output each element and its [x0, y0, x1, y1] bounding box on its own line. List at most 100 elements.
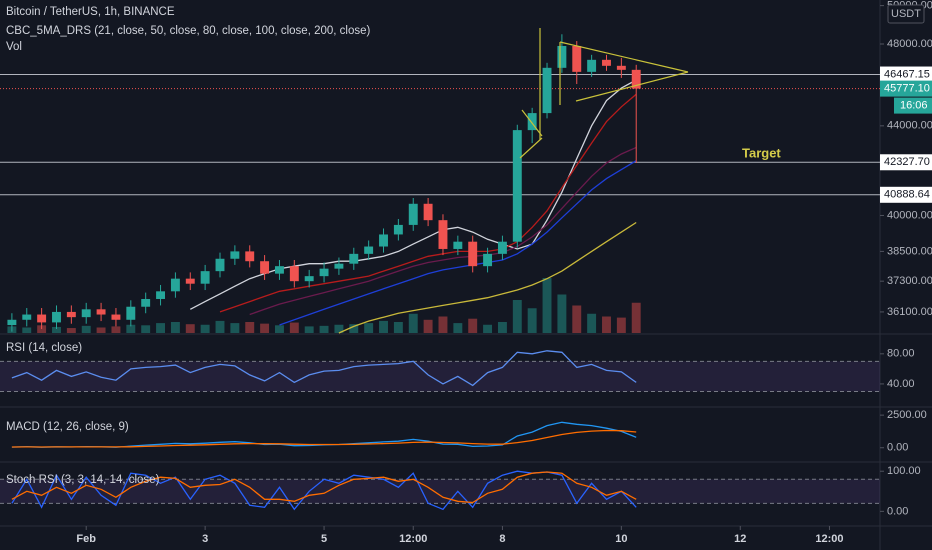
candle-body — [631, 69, 641, 89]
rsi-title: RSI (14, close) — [6, 342, 82, 354]
candle-body — [527, 113, 537, 131]
indicator-line — [279, 160, 637, 326]
last-price-box — [880, 80, 932, 97]
candle-body — [408, 203, 418, 225]
band — [0, 479, 880, 504]
candle-body — [22, 314, 32, 320]
indicator-label: CBC_5MA_DRS (21, close, 50, close, 80, c… — [6, 25, 371, 37]
volume-bar — [141, 325, 151, 333]
volume-bar — [215, 320, 225, 333]
level-label: 40888.64 — [884, 189, 930, 201]
countdown-label: 16:06 — [900, 100, 928, 112]
level-label: 42327.70 — [884, 156, 930, 168]
y-tick-label: 40.00 — [887, 378, 915, 390]
candle-body — [364, 246, 374, 254]
band — [0, 361, 880, 392]
candle-body — [96, 309, 106, 315]
currency-label[interactable]: USDT — [891, 8, 921, 20]
candle-body — [126, 306, 136, 320]
candle-body — [319, 268, 329, 277]
candle-body — [81, 309, 91, 318]
volume-bar — [319, 325, 329, 333]
candle-body — [438, 220, 448, 249]
y-tick-label: 2500.00 — [887, 409, 927, 421]
level-label: 46467.15 — [884, 68, 930, 80]
volume-bar — [364, 323, 374, 333]
candle-body — [7, 319, 17, 326]
drawing-tools — [519, 28, 689, 159]
volume-bar — [156, 323, 165, 333]
volume-bar — [349, 324, 359, 333]
volume-bar — [602, 316, 611, 333]
target-annotation: Target — [742, 145, 781, 160]
volume-bar — [393, 322, 403, 333]
candle-body — [141, 298, 151, 307]
candle-body — [616, 65, 626, 70]
countdown-box — [894, 97, 932, 114]
volume-bar — [275, 325, 284, 333]
candle-body — [512, 130, 522, 242]
candle-body — [453, 241, 463, 249]
candle-body — [483, 253, 493, 267]
level-label-box — [880, 186, 932, 203]
x-tick-label: 8 — [499, 533, 505, 545]
indicator-line — [219, 93, 637, 313]
candle-body — [289, 266, 299, 282]
volume-bar — [587, 313, 597, 333]
volume-bar — [111, 326, 121, 333]
volume-bar — [304, 326, 314, 333]
y-tick-label: 44000.00 — [887, 120, 932, 132]
candle-body — [497, 241, 507, 254]
macd-title: MACD (12, 26, close, 9) — [6, 421, 129, 433]
candle-body — [423, 203, 433, 221]
y-tick-label: 36100.00 — [887, 306, 932, 318]
candle-body — [572, 45, 582, 72]
volume-bar — [96, 327, 106, 333]
candle-body — [275, 266, 284, 274]
volume-bar — [557, 294, 567, 333]
x-tick-label: Feb — [76, 533, 96, 545]
volume-bar — [379, 320, 388, 333]
indicator-line — [11, 471, 637, 504]
indicator-line — [11, 429, 637, 448]
volume-bar — [423, 319, 433, 333]
volume-bar — [126, 324, 136, 333]
volume-bar — [289, 322, 299, 333]
volume-bar — [497, 322, 507, 333]
last-price-label: 45777.10 — [884, 83, 930, 95]
candle-body — [587, 59, 597, 72]
candle-body — [260, 261, 270, 274]
volume-bar — [52, 326, 61, 333]
volume-bar — [185, 324, 195, 333]
volume-bar — [245, 322, 255, 333]
candle-body — [156, 291, 165, 299]
y-tick-label: 40000.00 — [887, 209, 932, 221]
volume-bar — [170, 322, 180, 333]
candle-body — [542, 67, 552, 114]
candle-body — [111, 314, 121, 320]
x-tick-label: 5 — [321, 533, 327, 545]
candle-body — [52, 311, 61, 323]
volume-bar — [66, 328, 76, 333]
y-tick-label: 48000.00 — [887, 38, 932, 50]
candle-body — [37, 314, 47, 323]
volume-bar — [200, 324, 210, 333]
candle-body — [230, 251, 240, 259]
candle-body — [304, 276, 314, 282]
candle-body — [170, 278, 180, 292]
volume-bar — [483, 324, 493, 333]
volume-bar — [468, 318, 478, 333]
stoch-title: Stoch RSI (3, 3, 14, 14, close) — [6, 474, 160, 486]
x-tick-label: 3 — [202, 533, 208, 545]
currency-button[interactable] — [887, 4, 925, 24]
volume-bar — [542, 278, 552, 333]
x-tick-label: 12:00 — [815, 533, 843, 545]
volume-bar — [408, 313, 418, 333]
volume-bar — [438, 316, 448, 333]
candle-body — [349, 253, 359, 264]
indicator-line — [11, 350, 637, 387]
volume-bar — [453, 323, 463, 333]
